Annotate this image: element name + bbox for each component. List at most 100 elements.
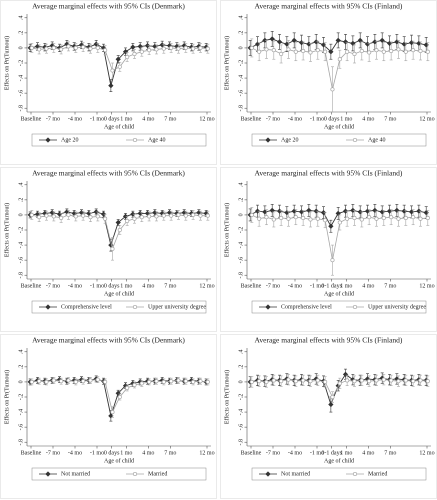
marker (396, 379, 401, 384)
marker (117, 64, 122, 69)
x-tick-label: Baseline (21, 116, 42, 122)
marker (95, 377, 100, 382)
marker (132, 137, 138, 143)
marker (293, 215, 298, 220)
marker (51, 214, 56, 219)
y-tick-label: -.8 (18, 105, 24, 112)
marker (372, 207, 378, 214)
x-tick-label: 4 mo (142, 116, 154, 122)
marker (308, 217, 313, 222)
marker (276, 39, 283, 45)
x-tick-label: 1 mo (340, 116, 352, 122)
marker (306, 207, 312, 214)
y-tick-label: -.8 (238, 105, 244, 112)
x-tick-label: -4 mo (68, 116, 82, 122)
marker (125, 385, 130, 391)
x-axis-title: Age of child (324, 290, 354, 297)
marker (330, 394, 335, 400)
marker (328, 223, 334, 229)
x-tick-label: -1 mo (90, 116, 104, 122)
marker (342, 371, 349, 378)
x-tick-label: -1 mo (310, 116, 324, 122)
y-axis-title: Effects on Pr(Turnout) (3, 203, 10, 257)
marker (381, 49, 386, 54)
marker (147, 48, 152, 53)
marker (117, 227, 122, 233)
marker (335, 210, 341, 217)
y-tick-label: .2 (18, 365, 24, 370)
marker (345, 216, 350, 221)
y-tick-label: 0 (18, 46, 24, 49)
x-tick-label: 0-1 days (321, 283, 342, 289)
marker (359, 217, 364, 222)
marker (320, 210, 327, 216)
x-tick-label: Baseline (241, 116, 262, 122)
legend-label: Comprehensive level (61, 304, 112, 310)
marker (73, 379, 78, 384)
marker (337, 381, 342, 386)
chart-title: Average marginal effects with 95% CIs (D… (32, 169, 185, 178)
chart-title: Average marginal effects with 95% CIs (D… (32, 2, 185, 11)
marker (269, 207, 275, 214)
marker (161, 46, 166, 51)
y-tick-label: -.2 (18, 227, 24, 234)
marker (154, 47, 159, 52)
marker (425, 49, 430, 54)
marker (29, 379, 34, 384)
marker (411, 379, 416, 384)
y-tick-label: .4 (238, 16, 244, 21)
marker (132, 216, 137, 221)
marker (139, 381, 144, 386)
marker (357, 209, 363, 215)
marker (271, 378, 276, 383)
marker (301, 378, 306, 383)
marker (144, 43, 151, 49)
marker (59, 379, 64, 384)
x-tick-label: 4 mo (362, 283, 374, 289)
legend-label: Upper university degree (368, 304, 426, 310)
x-tick-label: 0 days (104, 283, 120, 289)
legend (251, 467, 427, 481)
y-tick-label: -.2 (18, 60, 24, 67)
x-tick-label: -7 mo (266, 450, 280, 456)
legend-label: Married (148, 471, 167, 477)
marker (286, 377, 291, 382)
marker (59, 215, 64, 220)
marker (335, 37, 341, 44)
marker (418, 378, 423, 383)
marker (29, 45, 34, 50)
chart-panel: Average marginal effects with 95% CIs (D… (0, 334, 217, 499)
y-tick-label: -.8 (18, 272, 24, 279)
marker (37, 215, 42, 220)
marker (381, 215, 386, 220)
marker (352, 215, 357, 220)
marker (411, 48, 416, 53)
x-tick-label: 7 mo (384, 450, 396, 456)
legend-label: Comprehensive level (281, 304, 332, 310)
marker (37, 47, 42, 52)
marker (313, 208, 319, 214)
legend-label: Age 20 (281, 137, 299, 143)
marker (374, 48, 379, 53)
y-tick-label: .4 (238, 183, 244, 188)
marker (103, 216, 108, 221)
x-tick-label: 0 days (104, 116, 120, 122)
marker (115, 390, 121, 396)
marker (286, 47, 291, 52)
marker (93, 209, 99, 215)
legend-label: Not married (281, 471, 310, 477)
y-tick-label: -.4 (238, 242, 244, 249)
chart-title: Average marginal effects with 95% CIs (F… (255, 169, 403, 178)
marker (416, 208, 422, 214)
marker (279, 379, 284, 384)
marker (262, 37, 268, 44)
x-tick-label: 12 mo (419, 116, 434, 122)
marker (301, 48, 306, 53)
x-tick-label: -1 mo (310, 450, 324, 456)
marker (125, 54, 130, 60)
x-tick-label: 0 days (324, 116, 340, 122)
chart-panel: Average marginal effects with 95% CIs (F… (220, 0, 437, 165)
x-tick-label: 4 mo (142, 450, 154, 456)
marker (59, 47, 64, 52)
